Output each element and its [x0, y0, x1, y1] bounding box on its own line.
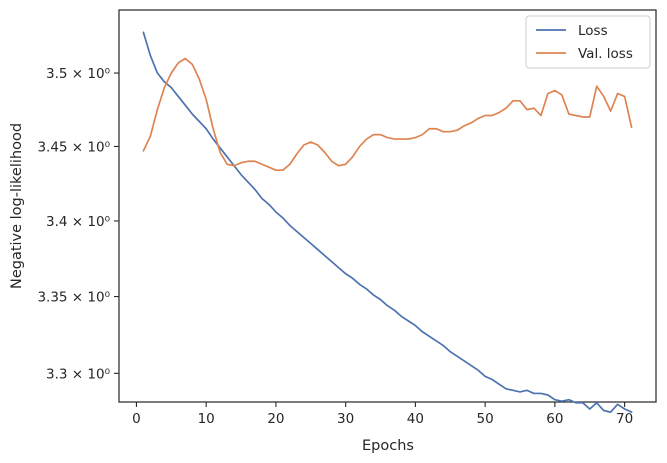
y-tick-label: 3.35 × 10⁰	[37, 290, 110, 306]
series-line-val-loss	[142, 57, 633, 172]
y-tick-label: 3.3 × 10⁰	[46, 366, 110, 382]
series-line-loss	[142, 31, 633, 413]
x-tick-label: 30	[337, 411, 354, 427]
x-tick-label: 10	[198, 411, 215, 427]
y-axis-label: Negative log-likelihood	[9, 123, 25, 289]
x-tick-label: 60	[546, 411, 563, 427]
legend-box	[525, 15, 651, 69]
legend: Loss Val. loss	[525, 15, 651, 69]
legend-label-loss: Loss	[578, 23, 608, 39]
plot-frame	[118, 9, 657, 403]
y-tick-label: 3.45 × 10⁰	[37, 139, 110, 155]
x-axis-label: Epochs	[362, 438, 414, 454]
y-tick-label: 3.5 × 10⁰	[46, 66, 110, 82]
x-tick-label: 40	[407, 411, 424, 427]
legend-label-val-loss: Val. loss	[578, 46, 633, 62]
x-tick-label: 0	[132, 411, 141, 427]
x-tick-label: 20	[267, 411, 284, 427]
y-axis: 3.3 × 10⁰ 3.35 × 10⁰ 3.4 × 10⁰ 3.45 × 10⁰ 3.…	[37, 66, 119, 382]
x-axis: 0 10 20 30 40 50 60 70	[132, 402, 633, 427]
x-tick-label: 50	[477, 411, 494, 427]
x-tick-label: 70	[616, 411, 633, 427]
series-lines	[142, 31, 633, 413]
y-tick-label: 3.4 × 10⁰	[46, 214, 110, 230]
